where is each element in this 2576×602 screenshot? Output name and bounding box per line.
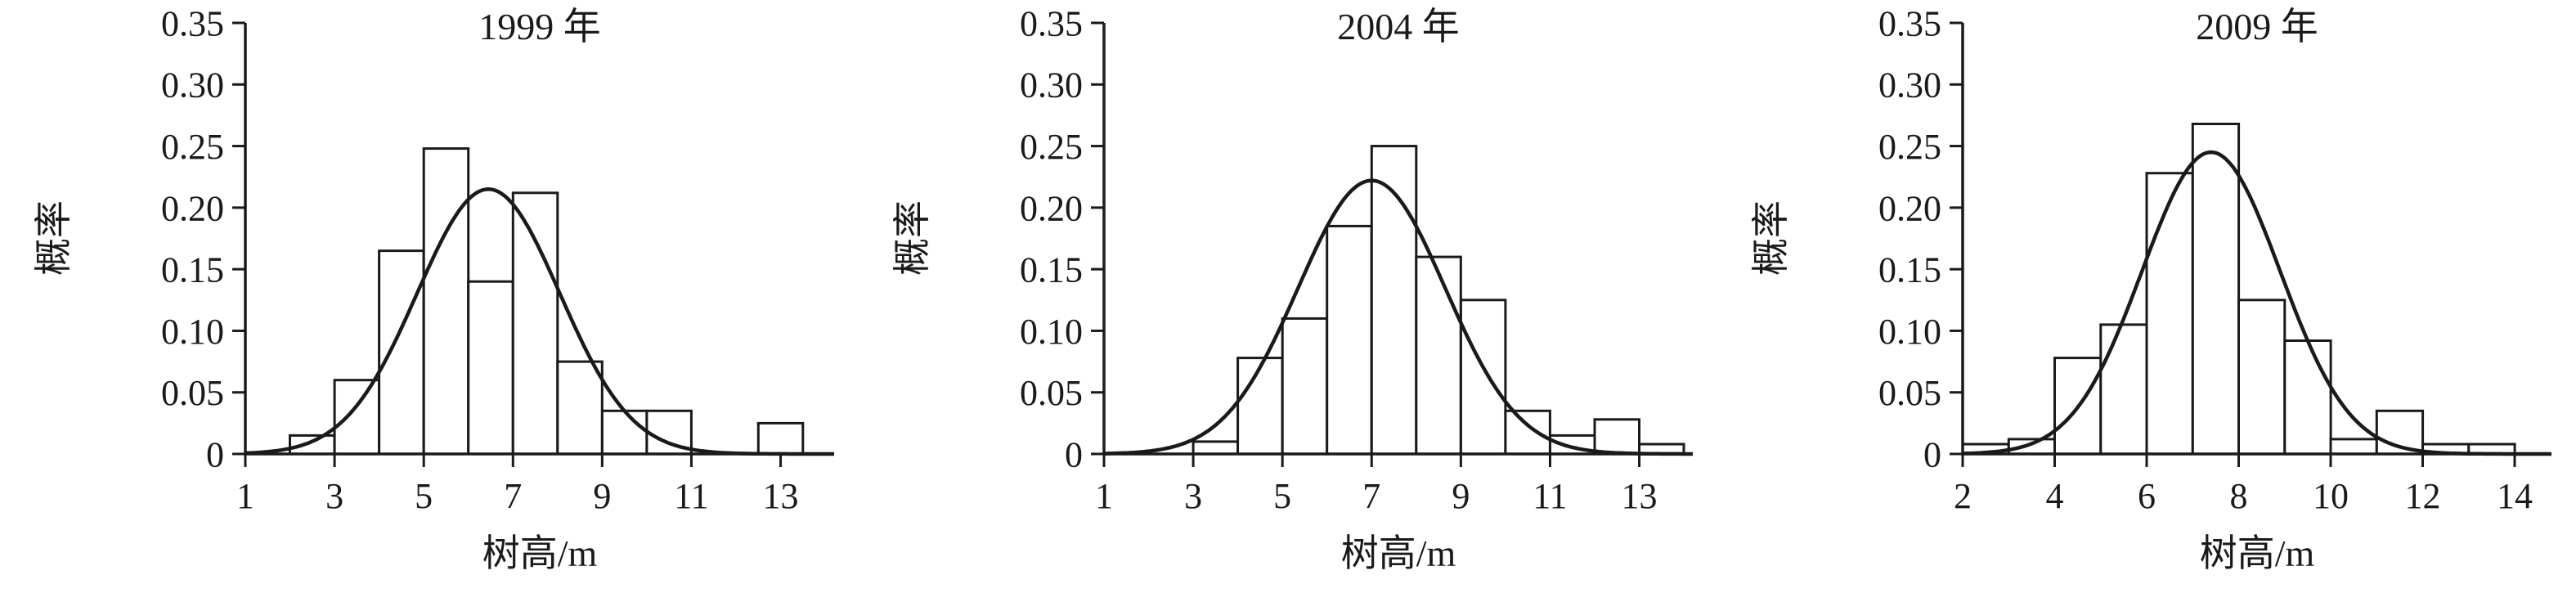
histogram-bar xyxy=(556,360,604,456)
x-tick-label: 1 xyxy=(236,476,254,516)
histogram-bar xyxy=(756,421,805,456)
y-tick-label: 0.25 xyxy=(1878,127,1941,167)
y-tick-label: 0.15 xyxy=(1878,250,1941,290)
chart-panel-1999: 1999 年 概率 0 0.05 0.10 0.15 0.20 0.25 0.30 0.35 1… xyxy=(0,0,859,602)
chart-panel-2004: 2004 年 概率 0 0.05 0.10 0.15 0.20 0.25 0.30 0.35 1… xyxy=(859,0,1717,602)
x-tick-label: 13 xyxy=(1622,476,1658,516)
y-tick-label: 0 xyxy=(1065,434,1083,474)
x-tick-label: 2 xyxy=(1954,476,1972,516)
chart-panel-2009: 2009 年 概率 0 0.05 0.10 0.15 0.20 0.25 0.30 0.35 2… xyxy=(1717,0,2576,602)
histogram-bar xyxy=(2191,123,2241,456)
histogram-bar xyxy=(1504,409,1551,456)
x-tick-label: 10 xyxy=(2313,476,2349,516)
x-tick-label: 6 xyxy=(2138,476,2156,516)
histogram-bar xyxy=(2145,172,2194,456)
histogram-bar xyxy=(2007,438,2057,456)
chart-title: 2004 年 xyxy=(1337,6,1460,47)
histogram-bar xyxy=(467,280,514,456)
y-tick-label: 0.10 xyxy=(1020,312,1083,352)
y-tick-label: 0.30 xyxy=(1878,65,1941,106)
y-tick-label: 0.20 xyxy=(1878,188,1941,228)
x-axis-label: 树高/m xyxy=(2199,532,2315,574)
histogram-bar xyxy=(2283,339,2332,456)
x-tick-label: 11 xyxy=(1533,476,1567,516)
histogram-bar xyxy=(600,409,648,456)
y-tick-label: 0.15 xyxy=(161,250,224,290)
x-tick-label: 13 xyxy=(763,476,799,516)
histogram-bar xyxy=(511,191,559,456)
x-tick-label: 5 xyxy=(1273,476,1291,516)
x-tick-label: 5 xyxy=(415,476,433,516)
histogram-bar xyxy=(378,249,425,456)
chart-title: 1999 年 xyxy=(478,6,601,47)
histogram-bar xyxy=(422,147,470,456)
histogram-plot-2009: 0 0.05 0.10 0.15 0.20 0.25 0.30 0.35 2 4 6 8 10 12 14 xyxy=(1878,3,2551,516)
y-tick-label: 0.30 xyxy=(1020,65,1083,106)
x-tick-label: 11 xyxy=(674,476,708,516)
histogram-bar xyxy=(333,379,381,456)
x-tick-label: 9 xyxy=(593,476,611,516)
y-tick-label: 0.20 xyxy=(161,188,224,228)
histogram-bar xyxy=(1236,357,1284,456)
histogram-bar xyxy=(1192,440,1240,456)
x-tick-label: 14 xyxy=(2497,476,2533,516)
histogram-bar xyxy=(2237,299,2287,456)
x-tick-label: 7 xyxy=(1362,476,1380,516)
histogram-plot-1999: 00.050.100.150.200.250.300.351 3 5 7 9 11 13 xyxy=(161,3,834,516)
x-tick-label: 9 xyxy=(1452,476,1470,516)
y-tick-label: 0.10 xyxy=(1878,312,1941,352)
y-tick-label: 0.35 xyxy=(1878,3,1941,43)
x-tick-label: 1 xyxy=(1095,476,1113,516)
x-tick-label: 8 xyxy=(2230,476,2248,516)
y-tick-label: 0.30 xyxy=(161,65,224,106)
x-axis-label: 树高/m xyxy=(482,532,598,574)
y-tick-label: 0.35 xyxy=(161,3,224,43)
x-tick-label: 7 xyxy=(504,476,522,516)
histogram-plot-2004: 00.050.100.150.200.250.300.351 3 5 7 9 11 13 xyxy=(1020,3,1693,516)
x-axis-label: 树高/m xyxy=(1340,532,1456,574)
histogram-bar xyxy=(1593,418,1640,456)
y-tick-label: 0 xyxy=(206,434,224,474)
y-tick-label: 0.05 xyxy=(1878,373,1941,413)
histogram-bar xyxy=(1415,255,1462,456)
histogram-bar xyxy=(1326,224,1373,456)
y-tick-label: 0.05 xyxy=(161,373,224,413)
chart-title: 2009 年 xyxy=(2196,6,2318,47)
y-tick-label: 0.35 xyxy=(1020,3,1083,43)
histogram-bar xyxy=(2329,438,2378,456)
y-tick-label: 0.15 xyxy=(1020,250,1083,290)
histogram-bar xyxy=(289,434,336,456)
normal-curve xyxy=(1103,178,1693,456)
x-tick-label: 3 xyxy=(325,476,343,516)
y-tick-label: 0.05 xyxy=(1020,373,1083,413)
histogram-bar xyxy=(1281,317,1329,456)
x-tick-label: 4 xyxy=(2046,476,2064,516)
histogram-bar xyxy=(2099,323,2148,456)
histogram-bar xyxy=(1370,145,1418,456)
histogram-bar xyxy=(1459,299,1507,456)
y-tick-label: 0.25 xyxy=(161,127,224,167)
y-tick-label: 0.25 xyxy=(1020,127,1083,167)
y-tick-label: 0 xyxy=(1923,434,1941,474)
y-tick-label: 0.10 xyxy=(161,312,224,352)
y-tick-label: 0.20 xyxy=(1020,188,1083,228)
x-tick-label: 12 xyxy=(2405,476,2441,516)
x-tick-label: 3 xyxy=(1184,476,1202,516)
